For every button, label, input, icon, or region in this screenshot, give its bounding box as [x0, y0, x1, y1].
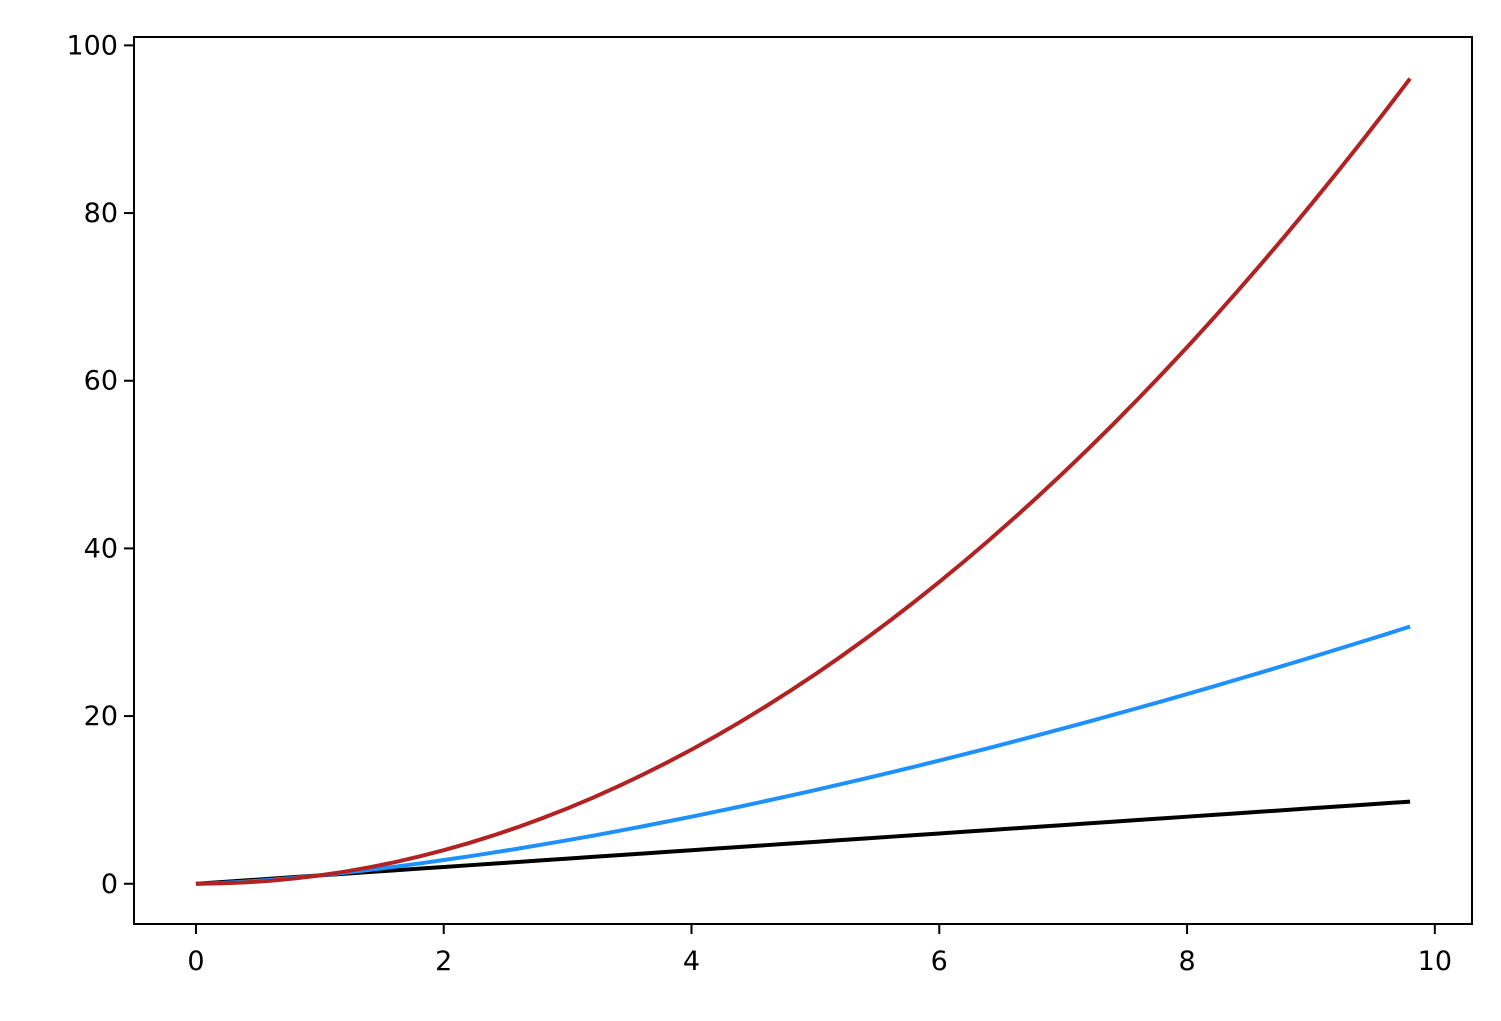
y-tick-label: 20 [84, 701, 118, 732]
series-layer [195, 77, 1412, 886]
y-tick-label: 80 [84, 198, 118, 229]
x-tick-label: 10 [1418, 946, 1452, 977]
series-line-2 [195, 624, 1411, 886]
x-tick-label: 8 [1178, 946, 1195, 977]
series-line-1 [195, 799, 1411, 886]
x-tick-label: 4 [683, 946, 700, 977]
plot-area-frame [133, 36, 1473, 925]
x-tick-label: 6 [931, 946, 948, 977]
series-line-3 [195, 77, 1412, 886]
y-tick-label: 0 [101, 869, 118, 900]
x-tick-label: 2 [435, 946, 452, 977]
y-tick-label: 60 [84, 366, 118, 397]
y-axis: 0 20 40 60 80 100 [66, 30, 134, 900]
x-tick-label: 0 [187, 946, 204, 977]
x-axis: 0 2 4 6 8 10 [187, 924, 1452, 977]
y-tick-label: 40 [84, 533, 118, 564]
y-tick-label: 100 [66, 30, 118, 61]
